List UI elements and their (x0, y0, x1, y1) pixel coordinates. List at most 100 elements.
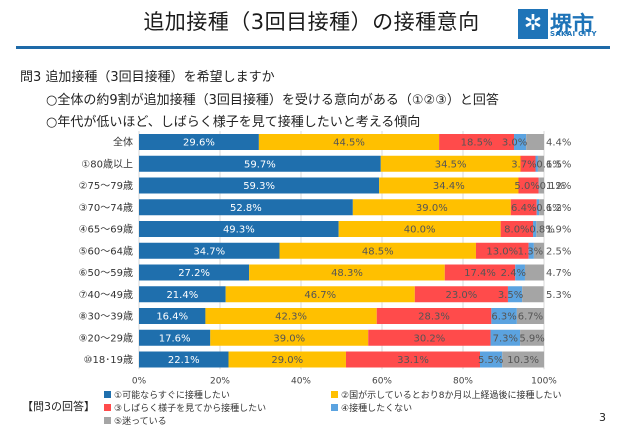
data-label: 5.3% (546, 290, 571, 301)
legend-label: ②国が示しているとおり8か月以上経過後に接種したい (341, 391, 562, 401)
sakai-city-logo: ✲ 堺市 SAKAI CITY (518, 9, 608, 39)
data-label: 21.4% (166, 290, 198, 301)
data-label: 0.6% (536, 159, 561, 170)
slide-title: 追加接種（3回目接種）の接種意向 (143, 10, 480, 34)
data-label: 3.5% (498, 290, 523, 301)
data-label: 1.2% (546, 203, 571, 214)
bar-segment (139, 199, 353, 216)
bar-segment (528, 242, 534, 259)
x-tick-label: 60% (372, 376, 392, 386)
data-label: 13.0% (486, 246, 518, 257)
bar-segment (139, 264, 250, 281)
data-label: 4.7% (546, 268, 571, 279)
legend-swatch (104, 417, 111, 424)
data-label: 23.0% (445, 290, 477, 301)
data-label: 39.0% (273, 333, 305, 344)
data-label: 5.5% (478, 355, 503, 366)
bar-segment (439, 134, 515, 150)
data-label: 59.3% (243, 181, 275, 192)
data-label: 0.8% (529, 225, 554, 236)
x-tick-label: 100% (531, 376, 557, 386)
bar-segment (352, 199, 511, 216)
data-label: 8.0% (504, 225, 529, 236)
bar-segment (139, 177, 380, 194)
bar-segment (522, 286, 544, 303)
bar-segment (139, 242, 280, 259)
bar-segment (536, 199, 540, 216)
data-label: 40.0% (404, 225, 436, 236)
bar-segment (535, 155, 538, 172)
data-label: 1.5% (546, 159, 571, 170)
logo-emblem (518, 9, 548, 39)
question-heading: 問3 追加接種（3回目接種）を希望しますか (20, 70, 275, 85)
data-label: 48.3% (331, 268, 363, 279)
data-label: 34.7% (193, 246, 225, 257)
logo-text: 堺市 (550, 13, 595, 38)
bar-segment (533, 242, 544, 259)
bar-segment (520, 155, 536, 172)
bar-segment (210, 329, 369, 346)
x-tick-label: 0% (132, 376, 147, 386)
logo-subtext: SAKAI CITY (550, 30, 597, 38)
bar-segment (539, 177, 544, 194)
legend-label: ③しばらく様子を見てから接種したい (114, 404, 267, 414)
bar-segment (139, 286, 226, 303)
bar-segment (514, 134, 527, 150)
data-label: 7.3% (493, 333, 518, 344)
category-label: ⑤60～64歳 (79, 245, 133, 257)
bar-segment (536, 221, 544, 237)
data-label: 28.3% (418, 312, 450, 323)
data-label: 46.7% (304, 290, 336, 301)
data-label: 3.7% (511, 159, 536, 170)
category-label: ⑧30～39歳 (79, 311, 133, 323)
data-label: 5.0% (514, 181, 539, 192)
bar-segment (526, 134, 544, 150)
data-label: 2.4% (501, 268, 526, 279)
data-label: 16.4% (156, 312, 188, 323)
bar-segment (520, 329, 544, 346)
bar-segment (480, 351, 503, 368)
bar-segment (139, 134, 259, 150)
data-label: 4.4% (546, 138, 571, 149)
bar-segment (368, 329, 491, 346)
bar-segment (502, 351, 544, 368)
category-label: ⑦40～49歳 (79, 289, 133, 301)
data-label: 59.7% (244, 159, 276, 170)
data-label: 27.2% (178, 268, 210, 279)
page-number: 3 (599, 411, 606, 424)
bar-segment (537, 155, 544, 172)
bar-segment (139, 351, 229, 368)
bar-segment (139, 221, 339, 237)
data-label: 0.6% (536, 203, 561, 214)
bar-segment (338, 221, 501, 237)
bar-segment (205, 308, 377, 324)
answer-label: 【問3の回答】 (22, 400, 95, 413)
data-label: 17.6% (159, 333, 191, 344)
bar-segment (507, 286, 523, 303)
data-label: 34.4% (433, 181, 465, 192)
bar-segment (533, 221, 537, 237)
bar-segment (379, 177, 519, 194)
bar-segment (515, 264, 525, 281)
bar-segment (516, 308, 544, 324)
legend-label: ⑤迷っている (114, 417, 167, 427)
category-label: ④65～69歳 (79, 224, 133, 236)
category-label: ①80歳以上 (81, 158, 133, 170)
category-label: ②75～79歳 (79, 180, 133, 192)
legend-item-4: ④接種したくない (331, 401, 412, 414)
category-label: ③70～74歳 (79, 202, 133, 214)
legend-item-1: ①可能ならすぐに接種したい (104, 388, 230, 401)
data-label: 1.9% (546, 225, 571, 236)
data-label: 6.3% (491, 312, 516, 323)
x-tick-label: 20% (210, 376, 230, 386)
data-label: 44.5% (333, 138, 365, 149)
title-divider (16, 46, 610, 49)
bar-segment (139, 329, 211, 346)
bar-segment (524, 264, 544, 281)
legend-label: ①可能ならすぐに接種したい (114, 391, 230, 401)
data-label: 3.0% (502, 138, 527, 149)
data-label: 6.7% (518, 312, 543, 323)
data-label: 48.5% (362, 246, 394, 257)
bar-segment (475, 242, 529, 259)
